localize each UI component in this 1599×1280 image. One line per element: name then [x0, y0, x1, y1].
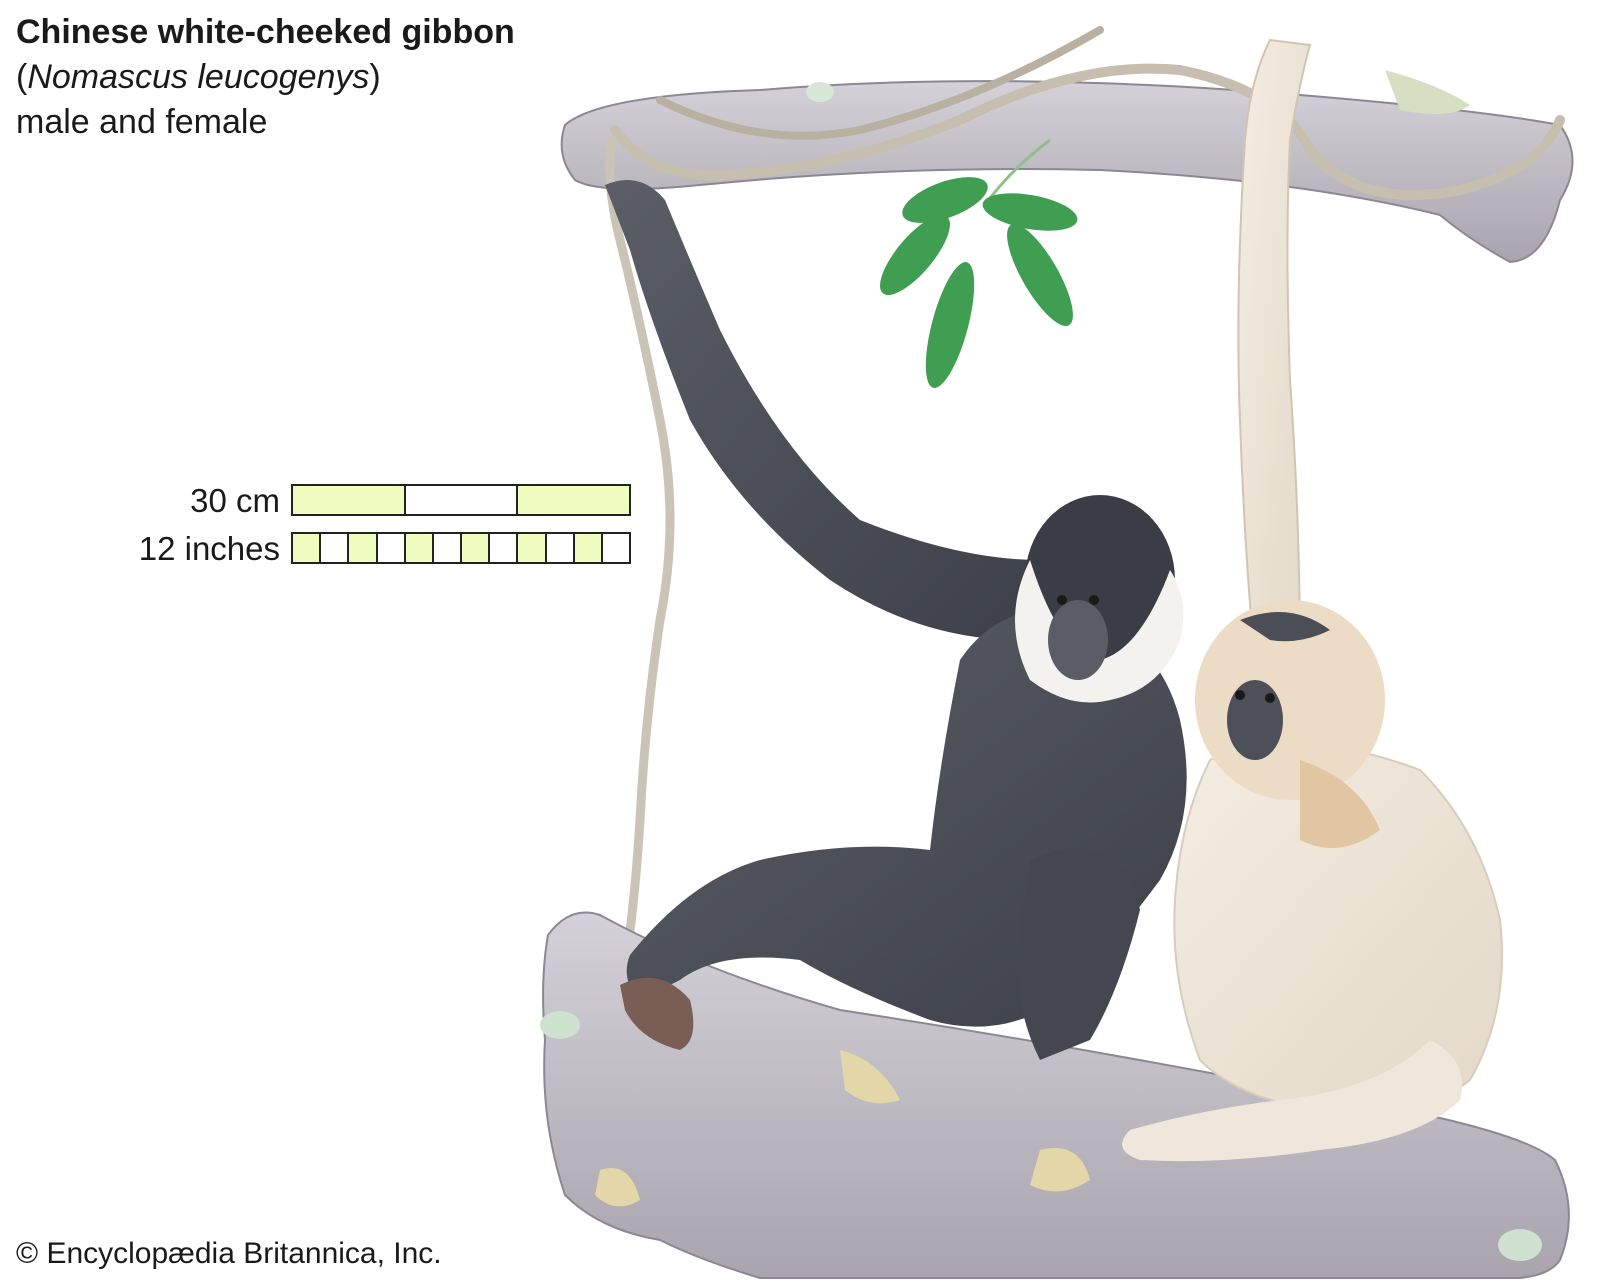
male-gibbon — [605, 180, 1187, 1060]
paren-close: ) — [369, 58, 381, 96]
scale-segment — [433, 534, 463, 562]
scale-segment — [293, 486, 406, 514]
sex-subtitle: male and female — [16, 103, 268, 141]
scale-segment — [546, 534, 575, 562]
scale-segment — [490, 534, 519, 562]
scale-segment — [462, 534, 491, 562]
scientific-name: Nomascus leucogenys — [27, 58, 370, 96]
copyright-notice: © Encyclopædia Britannica, Inc. — [16, 1237, 442, 1270]
caption: Chinese white-cheeked gibbon (Nomascus l… — [16, 10, 515, 145]
scale-segment — [518, 534, 547, 562]
scale-segment — [377, 534, 406, 562]
scale-segment — [405, 534, 434, 562]
lower-branch — [540, 911, 1570, 1279]
metric-scale-bar — [291, 484, 631, 516]
female-gibbon — [1122, 600, 1503, 1162]
species-title: Chinese white-cheeked gibbon — [16, 13, 515, 51]
imperial-scale-bar — [291, 532, 631, 564]
scale-segment — [293, 534, 322, 562]
imperial-scale-label: 12 inches — [138, 530, 280, 567]
paren-open: ( — [16, 58, 28, 96]
metric-scale-label: 30 cm — [190, 482, 280, 519]
scale-segment — [405, 486, 519, 514]
scale-segment — [349, 534, 378, 562]
scale-segment — [602, 534, 630, 562]
scale-segment — [574, 534, 603, 562]
leaf-cluster — [880, 138, 1078, 388]
upper-branch — [560, 70, 1574, 264]
upper-vines — [610, 26, 1565, 200]
scale-segment — [518, 486, 630, 514]
scale-segment — [321, 534, 350, 562]
scientific-name-line: (Nomascus leucogenys) — [16, 55, 515, 100]
